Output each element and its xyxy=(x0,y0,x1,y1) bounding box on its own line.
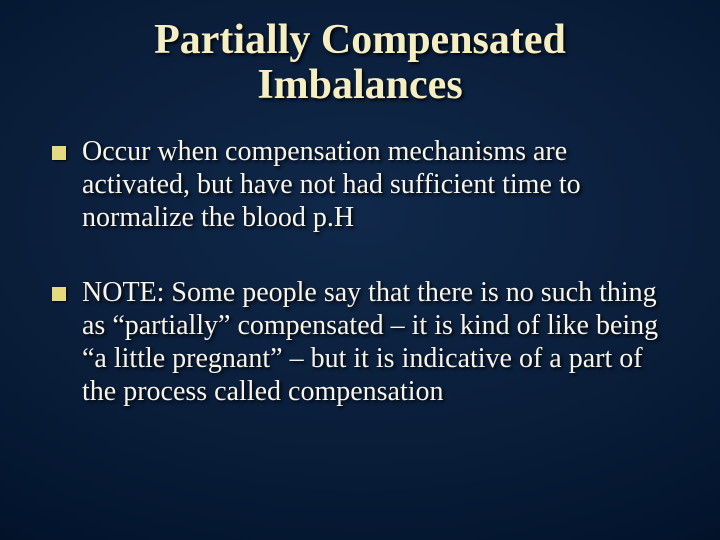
list-item: Occur when compensation mechanisms are a… xyxy=(52,135,680,234)
slide-title: Partially Compensated Imbalances xyxy=(40,18,680,109)
bullet-icon xyxy=(52,287,66,301)
bullet-text: Occur when compensation mechanisms are a… xyxy=(82,135,680,234)
title-line-1: Partially Compensated xyxy=(154,17,566,63)
slide: Partially Compensated Imbalances Occur w… xyxy=(0,0,720,540)
list-item: NOTE: Some people say that there is no s… xyxy=(52,276,680,408)
bullet-text: NOTE: Some people say that there is no s… xyxy=(82,276,680,408)
bullet-list: Occur when compensation mechanisms are a… xyxy=(40,135,680,408)
title-line-2: Imbalances xyxy=(257,62,462,108)
bullet-icon xyxy=(52,146,66,160)
